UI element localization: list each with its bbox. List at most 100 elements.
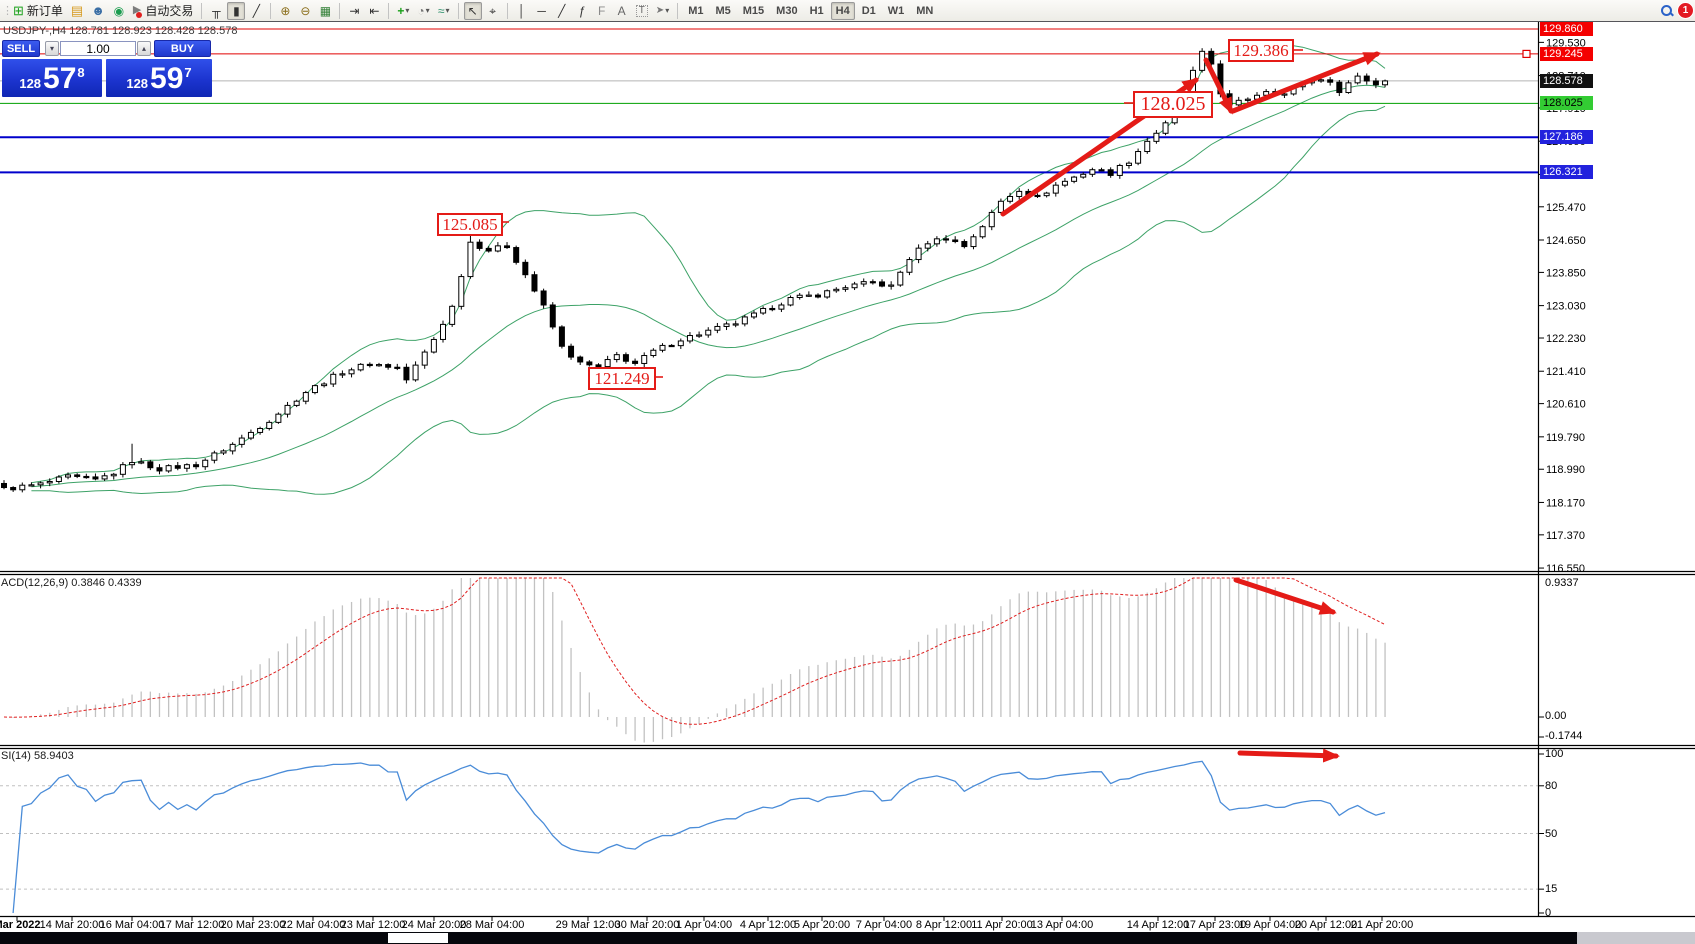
svg-text:119.790: 119.790	[1546, 432, 1585, 444]
timeframe-m1[interactable]: M1	[688, 4, 704, 17]
svg-text:117.370: 117.370	[1546, 530, 1585, 542]
book-icon: ▤	[70, 3, 84, 18]
timeframe-d1[interactable]: D1	[861, 4, 876, 17]
text-tool[interactable]: A	[613, 2, 631, 20]
horizontal-line-tool[interactable]: ─	[533, 2, 551, 20]
fibonacci-tool[interactable]: ƒ	[573, 2, 591, 20]
svg-text:125.470: 125.470	[1546, 202, 1586, 214]
search-icon[interactable]	[1660, 4, 1673, 17]
add-indicator-button[interactable]: + ▾	[394, 2, 412, 20]
time-label: 11 Apr 20:00	[971, 919, 1033, 931]
rsi-label: SI(14) 58.9403	[1, 750, 74, 762]
sell-price-tile[interactable]: 128 57 8	[2, 59, 102, 97]
timeframe-mn[interactable]: MN	[916, 4, 934, 17]
svg-text:120.610: 120.610	[1546, 399, 1586, 411]
time-label: 29 Mar 12:00	[555, 919, 621, 931]
time-label: 13 Apr 04:00	[1030, 919, 1094, 931]
clock-icon: ◔	[417, 3, 425, 18]
svg-text:118.990: 118.990	[1546, 464, 1585, 476]
periods-button[interactable]: ◔ ▾	[414, 2, 432, 20]
rsi-axis-level: 15	[1545, 883, 1558, 896]
toolbar-grip[interactable]: ⋮	[2, 5, 13, 17]
annotation-121249[interactable]: 121.249	[588, 367, 656, 390]
buy-price-big-figure: 128	[126, 76, 149, 91]
notification-badge[interactable]: 1	[1677, 2, 1694, 19]
buy-price-pips: 59	[150, 62, 184, 95]
signals-button[interactable]: ◉	[110, 2, 128, 20]
separator	[270, 2, 272, 19]
time-label: 8 Apr 12:00	[915, 919, 973, 931]
bottom-strip	[0, 932, 1695, 944]
timeframe-m30[interactable]: M30	[776, 4, 798, 17]
time-label: 1 Apr 04:00	[675, 919, 733, 931]
bottom-strip-tab[interactable]	[388, 933, 448, 943]
annotation-125085[interactable]: 125.085	[437, 213, 503, 236]
buy-button[interactable]: BUY	[154, 40, 211, 57]
auto-scroll-button[interactable]: ⇤	[365, 2, 383, 20]
svg-text:121.410: 121.410	[1546, 366, 1586, 378]
price-badge: 129.245	[1540, 46, 1593, 61]
zoom-in-button[interactable]: ⊕	[276, 2, 294, 20]
arrows-icon: ➤	[655, 4, 665, 16]
volume-increase-button[interactable]: ▴	[137, 41, 151, 56]
candle-chart-button[interactable]: ▮	[227, 1, 246, 20]
macd-label: ACD(12,26,9) 0.3846 0.4339	[1, 577, 142, 589]
zoom-out-button[interactable]: ⊖	[296, 2, 314, 20]
svg-text:118.170: 118.170	[1546, 497, 1585, 509]
rsi-axis-level: 0	[1545, 907, 1552, 919]
templates-button[interactable]: ≈ ▾	[435, 2, 453, 20]
trendline-tool[interactable]: ╱	[553, 2, 571, 20]
time-label: 17 Apr 23:00	[1183, 919, 1247, 931]
timeframe-m15[interactable]: M15	[742, 4, 765, 17]
arrows-tool[interactable]: ➤ ▾	[653, 2, 672, 20]
vertical-line-tool[interactable]: │	[513, 2, 531, 20]
autotrading-button[interactable]: ▶ 自动交易	[130, 2, 196, 20]
volume-input[interactable]	[60, 41, 136, 56]
timeframe-w1[interactable]: W1	[887, 4, 905, 17]
one-click-trade-panel: SELL ▾ ▴ BUY 128 57 8 128 59 7	[2, 40, 212, 97]
chevron-down-icon: ▾	[665, 6, 670, 15]
autotrade-icon: ▶	[132, 4, 142, 16]
timeframe-h1[interactable]: H1	[809, 4, 824, 17]
crosshair-tool-button[interactable]: ⌖	[484, 2, 502, 20]
tile-windows-button[interactable]: ▦	[316, 2, 334, 20]
time-label: 7 Apr 04:00	[855, 919, 913, 931]
time-label: 17 Mar 12:00	[159, 919, 225, 931]
bar-chart-button[interactable]: ╥	[207, 2, 225, 20]
annotation-128025[interactable]: 128.025	[1133, 91, 1213, 118]
chevron-down-icon: ▾	[445, 6, 450, 15]
chevron-down-icon: ▾	[405, 6, 410, 15]
line-chart-button[interactable]: ╱	[247, 2, 265, 20]
autotrade-stop-dot	[136, 11, 143, 18]
label-icon: T	[635, 4, 648, 17]
time-label: 21 Apr 20:00	[1350, 919, 1414, 931]
sell-button[interactable]: SELL	[2, 40, 40, 57]
time-label: 19 Apr 04:00	[1238, 919, 1302, 931]
accounts-button[interactable]: ☻	[88, 2, 108, 20]
cursor-tool-button[interactable]: ↖	[463, 1, 482, 20]
macd-axis-max: 0.9337	[1545, 577, 1579, 589]
horizontal-levels	[0, 28, 1538, 174]
new-order-label: 新订单	[26, 4, 63, 18]
buy-price-tile[interactable]: 128 59 7	[106, 59, 212, 97]
sell-price-pips: 57	[43, 62, 77, 95]
market-watch-button[interactable]: ▤	[68, 2, 86, 20]
fibonacci-fan-tool[interactable]: F	[593, 2, 611, 20]
time-label: 23 Mar 12:00	[340, 919, 406, 931]
timeframe-m5[interactable]: M5	[715, 4, 731, 17]
signal-icon: ◉	[113, 3, 125, 18]
crosshair-icon: ⌖	[489, 3, 497, 18]
timeframe-h4[interactable]: H4	[830, 1, 855, 20]
separator	[457, 2, 459, 19]
volume-decrease-button[interactable]: ▾	[45, 41, 59, 56]
chart-shift-button[interactable]: ⇥	[345, 2, 363, 20]
time-label: 5 Apr 20:00	[793, 919, 851, 931]
fibonacci-fan-icon: F	[598, 3, 606, 18]
new-order-button[interactable]: ⊞ 新订单	[10, 2, 66, 20]
label-tool[interactable]: T	[633, 2, 651, 20]
time-label: 20 Apr 12:00	[1294, 919, 1358, 931]
time-label: 22 Mar 04:00	[280, 919, 346, 931]
buy-price-point: 7	[184, 65, 192, 80]
annotation-129386[interactable]: 129.386	[1228, 39, 1294, 62]
